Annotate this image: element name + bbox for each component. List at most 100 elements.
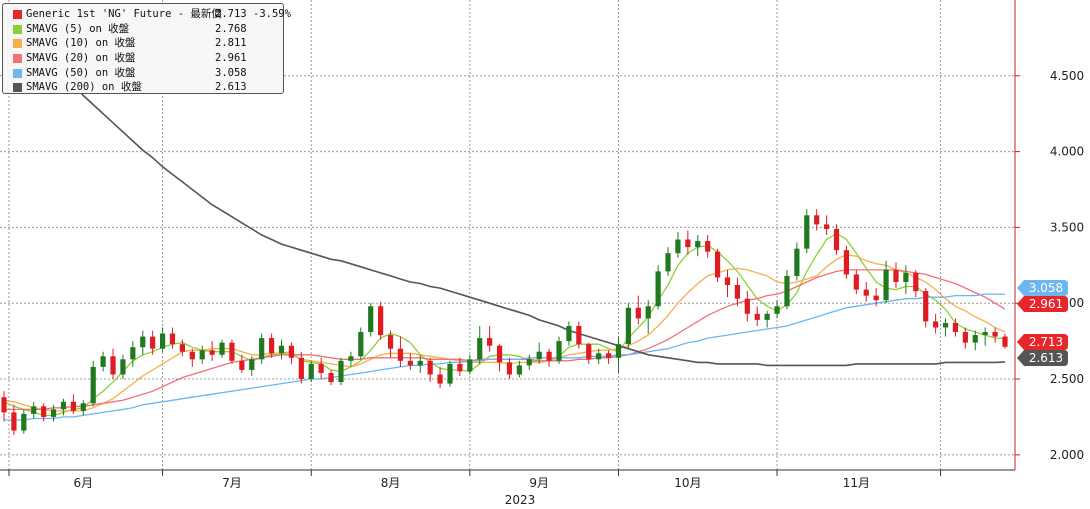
candle-body [41,406,47,417]
x-tick-label: 9月 [529,476,549,490]
y-tick-label: 3.500 [1050,220,1084,234]
value-tag-label: 3.058 [1029,281,1063,295]
legend-item[interactable]: Generic 1st 'NG' Future - 最新價 2.713 -3.5… [7,7,291,22]
x-tick-label: 10月 [674,476,701,490]
y-tick-label: 2.000 [1050,448,1084,462]
candle-body [526,359,532,366]
candle-body [169,333,176,345]
candle-body [288,345,295,358]
candle-body [903,272,909,282]
candle-body [853,274,859,290]
candle-body [308,363,314,380]
value-tag-label: 2.713 [1029,335,1063,349]
legend-item[interactable]: SMAVG (50) on 收盤 3.058 [7,66,279,81]
candle-body [219,342,225,355]
candle-body [685,239,691,248]
candle-body [516,365,522,375]
candle-body [31,406,37,414]
candle-body [863,289,869,296]
candle-body [338,360,344,383]
legend-item[interactable]: SMAVG (20) on 收盤 2.961 [7,51,279,66]
series-line [3,232,1006,417]
candle-body [11,412,17,431]
series-color-swatch [13,54,22,64]
candle-body [625,307,631,345]
candle-body [655,271,661,307]
legend-series-name: SMAVG (20) on 收盤 [26,52,136,65]
candle-body [596,353,602,360]
candle-body [328,372,334,383]
candle-body [764,313,770,320]
grid-lines [0,0,1015,470]
legend-series-value: 2.613 [215,81,247,94]
candle-body [794,248,800,276]
candle-body [804,215,810,249]
legend-series-name: SMAVG (50) on 收盤 [26,66,136,79]
legend-series-name: SMAVG (5) on 收盤 [26,22,130,35]
candle-body [724,277,731,286]
series-color-swatch [13,10,22,19]
candle-body [883,269,889,301]
legend-item[interactable]: SMAVG (10) on 收盤 2.811 [7,36,279,51]
candle-body [407,360,413,366]
series-line [4,293,1006,421]
candle-body [268,338,275,354]
value-tag-shape [1017,350,1068,366]
value-tag-shape [1017,334,1068,350]
legend-item[interactable]: SMAVG (200) on 收盤 2.613 [7,80,279,95]
candle-body [278,345,285,354]
candle-body [60,401,67,410]
candle-body [972,335,978,343]
candle-body [229,342,235,361]
candle-body [506,362,513,375]
candle-body [358,332,364,357]
candle-body [437,374,443,384]
y-tick-label: 4.000 [1050,145,1084,159]
candle-body [110,356,116,375]
candle-body [536,351,542,360]
candle-body [417,360,423,366]
legend-series-value: 2.713 [215,8,247,20]
candle-body [744,298,750,314]
candle-body [913,272,919,292]
candle-body [298,357,304,380]
legend-series-name: Generic 1st 'NG' Future - 最新價 [26,8,222,20]
candle-body [249,359,255,370]
candle-body [140,336,146,348]
series-color-swatch [13,24,22,34]
candle-body [209,350,215,355]
x-tick-label: 7月 [222,476,242,490]
candle-body [427,360,433,375]
candlesticks [1,209,1008,436]
x-tick-label: 6月 [73,476,93,490]
candle-body [992,332,998,337]
candle-body [100,356,106,367]
candle-body [467,359,473,372]
candle-body [873,295,879,301]
candle-body [962,332,968,343]
candle-body [586,344,592,360]
candle-body [150,336,156,349]
candle-body [1,397,7,413]
candle-body [70,401,76,411]
candle-body [199,350,205,360]
x-tick-label: 11月 [843,476,870,490]
legend-item[interactable]: SMAVG (5) on 收盤 2.768 [7,22,279,37]
candle-body [556,341,562,361]
candle-body [566,325,572,342]
candle-body [50,409,57,417]
legend-series-change: -3.59% [253,8,291,20]
candle-body [982,332,988,336]
candle-body [368,306,374,333]
candle-body [159,333,166,349]
candle-body [754,313,760,320]
candle-body [179,344,185,352]
x-tick-label: 8月 [381,476,401,490]
candle-body [318,363,324,373]
legend-series-value: 2.768 [215,22,247,35]
x-axis-year-label: 2023 [505,493,536,507]
candle-body [605,353,612,358]
legend-box: Generic 1st 'NG' Future - 最新價 2.713 -3.5… [2,3,291,95]
candle-body [496,345,503,363]
